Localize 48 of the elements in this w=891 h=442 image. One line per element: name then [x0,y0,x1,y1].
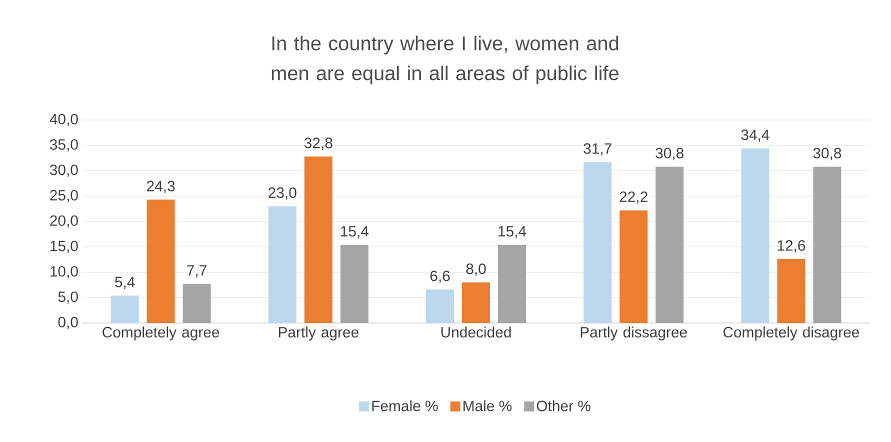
y-tick-label: 20,0 [50,215,78,228]
x-tick-label: Completely agree [102,326,220,340]
data-label: 22,2 [620,191,648,204]
y-tick-label: 0,0 [58,316,78,330]
data-label: 8,0 [466,264,486,276]
data-label: 15,4 [498,226,526,238]
data-label: 5,4 [115,276,135,290]
bar [304,156,332,323]
x-tick-label: Partly agree [278,326,358,340]
bar [777,259,806,323]
legend-label: Female % [372,400,438,412]
data-label: 23,0 [268,187,296,200]
chart-title: In the country where I live, women and men are equal in all areas of public life [272,36,618,84]
bar [741,148,770,323]
bar [182,284,211,323]
y-tick-label: 5,0 [58,291,78,304]
bar [268,206,296,323]
y-tick-label: 35,0 [50,139,78,152]
bar [462,282,490,323]
data-label: 12,6 [778,240,806,253]
bar [426,290,454,323]
bar [584,162,612,323]
data-label: 6,6 [430,270,450,283]
y-tick-label: 10,0 [50,266,78,278]
data-label: 24,3 [147,180,175,194]
data-label: 32,8 [304,138,332,150]
data-label: 31,7 [584,143,612,156]
data-label: 30,8 [813,148,842,160]
x-tick-label: Partly dissagree [580,326,687,340]
bar [110,296,139,323]
y-tick-label: 40,0 [50,114,78,126]
x-tick-label: Undecided [441,326,511,338]
data-label: 34,4 [741,130,770,142]
y-tick-label: 30,0 [50,164,78,177]
legend-label: Male % [464,400,512,412]
y-tick-label: 15,0 [50,240,78,254]
y-tick-label: 25,0 [50,190,78,202]
data-label: 30,8 [656,148,684,160]
bar [340,244,368,323]
x-tick-label: Completely disagree [723,326,860,340]
data-label: 15,4 [341,226,369,238]
bar [813,166,842,323]
bar [498,244,526,323]
bar [620,210,648,323]
data-label: 7,7 [187,265,206,278]
bar [656,166,684,323]
legend-label: Other % [536,400,590,412]
bar [146,200,175,323]
